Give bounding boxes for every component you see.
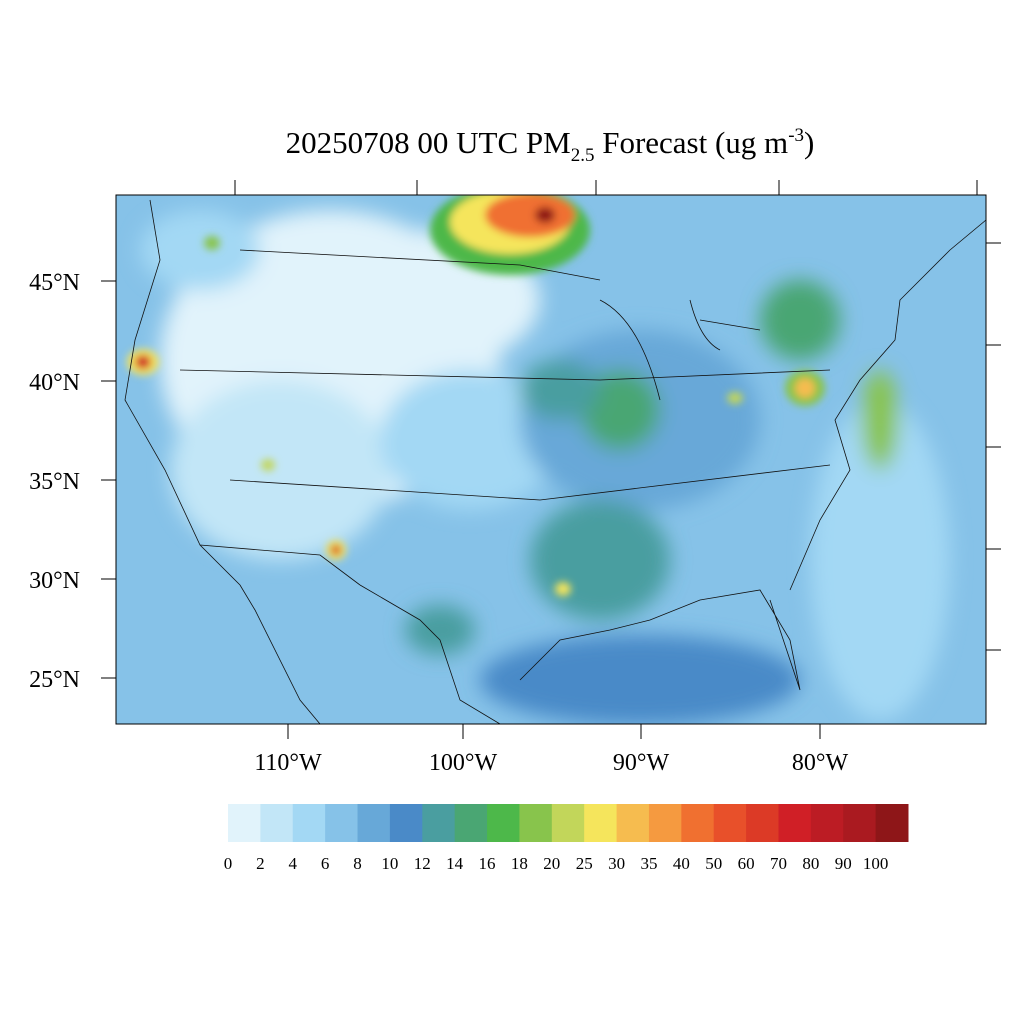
colorbar-label: 35	[640, 854, 657, 873]
colorbar-label: 6	[321, 854, 330, 873]
colorbar-box	[325, 804, 359, 842]
colorbar-box	[778, 804, 812, 842]
colorbar-box	[746, 804, 779, 842]
colorbar-box	[875, 804, 909, 842]
lon-label: 110°W	[254, 750, 322, 776]
lon-label: 80°W	[792, 750, 849, 776]
lat-label: 35°N	[29, 469, 80, 495]
colorbar-label: 8	[353, 854, 362, 873]
colorbar-label: 30	[608, 854, 625, 873]
pm25-field	[116, 195, 986, 724]
lat-label: 45°N	[29, 270, 80, 296]
colorbar-box	[648, 804, 682, 842]
colorbar-label: 14	[446, 854, 464, 873]
title-superscript: -3	[788, 125, 804, 146]
colorbar-label: 18	[511, 854, 528, 873]
title-subscript: 2.5	[571, 145, 595, 166]
colorbar-box	[810, 804, 844, 842]
colorbar-box	[228, 804, 261, 842]
colorbar-label: 60	[738, 854, 755, 873]
colorbar-box	[487, 804, 520, 842]
colorbar-box	[422, 804, 456, 842]
colorbar-box	[584, 804, 618, 842]
colorbar-label: 25	[576, 854, 593, 873]
colorbar-label: 2	[256, 854, 265, 873]
colorbar-box	[357, 804, 391, 842]
lon-label: 90°W	[613, 750, 670, 776]
colorbar-label: 100	[863, 854, 889, 873]
colorbar-box	[260, 804, 294, 842]
colorbar-box	[616, 804, 650, 842]
colorbar-label: 16	[479, 854, 496, 873]
colorbar-label: 4	[289, 854, 298, 873]
map-frame	[115, 194, 987, 725]
colorbar-box	[519, 804, 553, 842]
lat-label: 30°N	[29, 568, 80, 594]
colorbar-box	[713, 804, 747, 842]
colorbar-label: 20	[543, 854, 560, 873]
title-middle: Forecast (ug m	[594, 125, 788, 160]
colorbar-label: 40	[673, 854, 690, 873]
map-title: 20250708 00 UTC PM2.5 Forecast (ug m-3)	[286, 125, 815, 166]
colorbar-label: 90	[835, 854, 852, 873]
title-main: 20250708 00 UTC PM	[286, 125, 571, 160]
colorbar-label: 0	[224, 854, 233, 873]
colorbar-label: 50	[705, 854, 722, 873]
colorbar-box	[292, 804, 326, 842]
title-end: )	[804, 125, 814, 160]
lat-label: 25°N	[29, 667, 80, 693]
lon-label: 100°W	[429, 750, 498, 776]
colorbar-box	[389, 804, 423, 842]
colorbar-label: 12	[414, 854, 431, 873]
colorbar-box	[454, 804, 488, 842]
colorbar-label: 70	[770, 854, 787, 873]
frame-ticks	[234, 180, 1001, 651]
colorbar-label: 10	[381, 854, 398, 873]
colorbar-box	[681, 804, 715, 842]
colorbar-box	[843, 804, 877, 842]
lat-label: 40°N	[29, 370, 80, 396]
colorbar-box	[551, 804, 585, 842]
colorbar-label: 80	[802, 854, 819, 873]
